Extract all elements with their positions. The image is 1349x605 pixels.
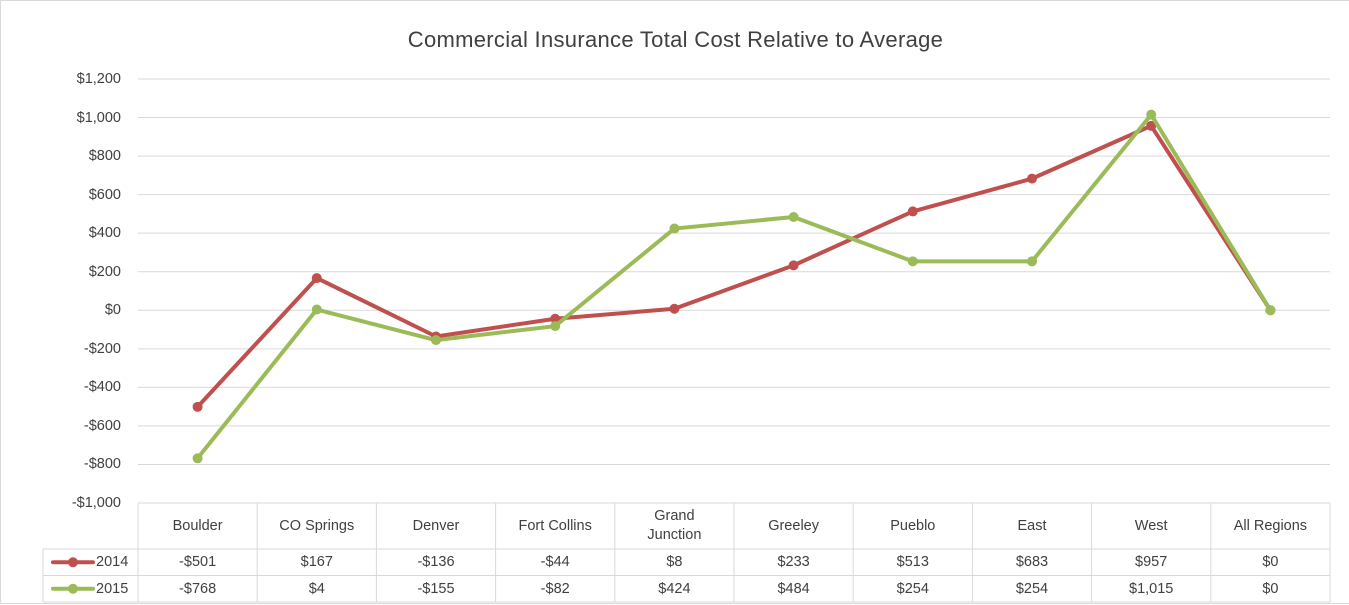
y-tick-label: $600 bbox=[88, 186, 121, 203]
category-label: Grand Junction bbox=[647, 508, 702, 543]
y-tick-label: $0 bbox=[104, 302, 121, 319]
data-point-2015 bbox=[550, 321, 561, 332]
series-line-2014 bbox=[195, 123, 1273, 409]
table-cell-value: $233 bbox=[777, 554, 810, 571]
category-label: East bbox=[1017, 517, 1047, 534]
table-cell-value: $424 bbox=[658, 580, 691, 597]
data-point-2015 bbox=[431, 335, 441, 346]
category-label: Fort Collins bbox=[518, 517, 592, 534]
series-line-2015 bbox=[195, 112, 1273, 461]
table-cell-value: -$501 bbox=[179, 554, 217, 571]
data-point-2014 bbox=[1146, 120, 1157, 131]
table-cell-value: $513 bbox=[896, 554, 929, 571]
data-point-2015 bbox=[311, 304, 322, 315]
legend-key-marker-2014 bbox=[68, 557, 78, 568]
data-point-2015 bbox=[788, 211, 799, 222]
category-label: Denver bbox=[412, 517, 460, 534]
category-label: CO Springs bbox=[279, 517, 355, 534]
y-tick-label: -$600 bbox=[83, 417, 121, 434]
y-tick-label: $800 bbox=[88, 148, 121, 165]
table-cell-value: $1,015 bbox=[1129, 580, 1174, 597]
table-cell-value: $8 bbox=[666, 554, 683, 571]
data-point-2014 bbox=[550, 313, 561, 324]
y-tick-label: $200 bbox=[88, 263, 121, 280]
data-point-2015 bbox=[1027, 256, 1037, 267]
table-cell-value: -$155 bbox=[417, 580, 455, 597]
legend-label-2015: 2015 bbox=[96, 580, 129, 597]
y-tick-label: -$800 bbox=[83, 456, 121, 473]
legend-label-2014: 2014 bbox=[96, 554, 129, 571]
table-cell-value: $957 bbox=[1135, 554, 1168, 571]
data-point-2015 bbox=[907, 256, 918, 267]
y-tick-label: $400 bbox=[88, 225, 121, 242]
data-point-2015 bbox=[192, 453, 203, 464]
table-cell-value: $0 bbox=[1262, 580, 1279, 597]
table-cell-value: $254 bbox=[1015, 580, 1049, 597]
y-tick-label: -$200 bbox=[83, 340, 121, 357]
category-label: West bbox=[1134, 517, 1168, 534]
category-label: Greeley bbox=[768, 517, 819, 534]
table-cell-value: -$82 bbox=[540, 580, 570, 597]
data-point-2015 bbox=[669, 223, 680, 234]
y-tick-label: $1,200 bbox=[76, 71, 121, 87]
data-point-2014 bbox=[192, 401, 203, 412]
table-cell-value: $4 bbox=[308, 580, 325, 597]
data-point-2014 bbox=[311, 273, 322, 284]
table-cell-value: $0 bbox=[1262, 554, 1279, 571]
table-cell-value: $167 bbox=[300, 554, 333, 571]
data-point-2014 bbox=[907, 206, 918, 217]
category-label: All Regions bbox=[1233, 517, 1308, 534]
category-label: Boulder bbox=[172, 517, 223, 534]
data-point-2015 bbox=[1146, 109, 1157, 120]
y-tick-label: -$1,000 bbox=[71, 495, 121, 511]
data-point-2014 bbox=[788, 260, 799, 271]
y-tick-label: -$400 bbox=[83, 379, 121, 396]
legend-key-marker-2015 bbox=[68, 583, 78, 594]
y-tick-label: $1,000 bbox=[76, 109, 121, 126]
data-point-2014 bbox=[1027, 173, 1037, 184]
table-cell-value: $484 bbox=[777, 580, 810, 597]
data-point-2015 bbox=[1265, 305, 1276, 316]
data-point-2014 bbox=[669, 303, 680, 314]
table-cell-value: -$768 bbox=[179, 580, 217, 597]
table-cell-value: $254 bbox=[896, 580, 929, 597]
category-label: Pueblo bbox=[890, 517, 936, 534]
table-cell-value: $683 bbox=[1015, 554, 1049, 571]
chart-title: Commercial Insurance Total Cost Relative… bbox=[407, 27, 944, 52]
table-cell-value: -$44 bbox=[540, 554, 570, 571]
table-cell-value: -$136 bbox=[417, 554, 455, 571]
